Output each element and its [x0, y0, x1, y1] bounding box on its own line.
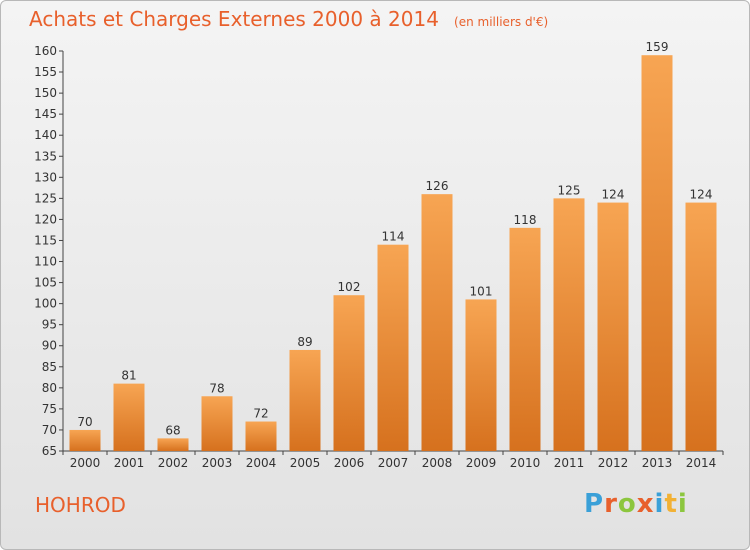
bar-2003 [201, 396, 233, 451]
y-tick-label: 145 [34, 107, 57, 121]
bar-2007 [377, 244, 409, 451]
bar-labels: 70 81 68 78 72 89 102 114 126 101 118 125 124 159 124 [77, 40, 712, 437]
value-label-2002: 68 [165, 423, 180, 437]
y-tick-label: 100 [34, 297, 57, 311]
value-label-2009: 101 [470, 284, 493, 298]
bar-2005 [289, 349, 321, 451]
y-tick-label: 105 [34, 276, 57, 290]
bar-2008 [421, 194, 453, 451]
bar-2014 [685, 202, 717, 451]
value-label-2013: 159 [646, 40, 669, 54]
bar-2000 [69, 429, 101, 451]
x-tick-label-2005: 2005 [290, 456, 321, 470]
y-tick-label: 80 [42, 381, 57, 395]
y-tick-label: 140 [34, 128, 57, 142]
x-tick-label-2012: 2012 [598, 456, 629, 470]
value-label-2008: 126 [426, 179, 449, 193]
bar-2013 [641, 55, 673, 452]
chart-title: Achats et Charges Externes 2000 à 2014 [29, 7, 439, 31]
axes: 65 70 75 80 85 90 95 100 105 110 115 120 125 130 135 14… [34, 44, 724, 470]
x-tick-label-2007: 2007 [378, 456, 409, 470]
bar-2012 [597, 202, 629, 451]
y-tick-label: 120 [34, 212, 57, 226]
value-label-2006: 102 [338, 280, 361, 294]
bar-2006 [333, 295, 365, 451]
value-label-2007: 114 [382, 230, 405, 244]
logo-letter: P [584, 489, 605, 519]
bar-2002 [157, 438, 189, 451]
bar-2004 [245, 421, 277, 451]
value-label-2005: 89 [297, 335, 312, 349]
y-tick-label: 155 [34, 65, 57, 79]
x-tick-label-2011: 2011 [554, 456, 585, 470]
y-tick-label: 130 [34, 170, 57, 184]
bars [69, 55, 717, 452]
x-tick-label-2008: 2008 [422, 456, 453, 470]
value-label-2004: 72 [253, 407, 268, 421]
logo-letter: x [636, 489, 655, 519]
y-tick-label: 110 [34, 255, 57, 269]
x-tick-label-2006: 2006 [334, 456, 365, 470]
y-tick-label: 115 [34, 233, 57, 247]
value-label-2003: 78 [209, 381, 224, 395]
value-label-2012: 124 [602, 188, 625, 202]
y-tick-label: 150 [34, 86, 57, 100]
logo-letter: i [654, 489, 665, 519]
y-tick-label: 65 [42, 444, 57, 458]
x-tick-label-2014: 2014 [686, 456, 717, 470]
logo-letter: o [617, 489, 637, 519]
title-row: Achats et Charges Externes 2000 à 2014 (… [29, 7, 548, 31]
bar-2010 [509, 227, 541, 451]
y-tick-label: 75 [42, 402, 57, 416]
x-tick-label-2002: 2002 [158, 456, 189, 470]
value-label-2010: 118 [514, 213, 537, 227]
commune-name: HOHROD [35, 493, 126, 517]
proxiti-logo[interactable]: Proxiti [584, 489, 688, 519]
chart-subtitle: (en milliers d'€) [454, 15, 549, 29]
y-tick-label: 85 [42, 360, 57, 374]
x-tick-label-2010: 2010 [510, 456, 541, 470]
value-label-2011: 125 [558, 183, 581, 197]
x-tick-label-2001: 2001 [114, 456, 145, 470]
x-tick-label-2003: 2003 [202, 456, 233, 470]
value-label-2001: 81 [121, 369, 136, 383]
y-tick-label: 160 [34, 44, 57, 58]
x-tick-label-2009: 2009 [466, 456, 497, 470]
bar-2009 [465, 299, 497, 451]
y-tick-label: 70 [42, 423, 57, 437]
logo-letter: t [664, 489, 678, 519]
x-tick-label-2013: 2013 [642, 456, 673, 470]
y-tick-label: 125 [34, 191, 57, 205]
x-tick-label-2004: 2004 [246, 456, 277, 470]
logo-letter: r [604, 489, 618, 519]
x-tick-label-2000: 2000 [70, 456, 101, 470]
bar-2001 [113, 383, 145, 451]
value-label-2014: 124 [690, 188, 713, 202]
y-tick-label: 135 [34, 149, 57, 163]
bar-2011 [553, 198, 585, 451]
value-label-2000: 70 [77, 415, 92, 429]
y-tick-label: 90 [42, 339, 57, 353]
logo-letter: i [677, 489, 688, 519]
y-tick-label: 95 [42, 318, 57, 332]
